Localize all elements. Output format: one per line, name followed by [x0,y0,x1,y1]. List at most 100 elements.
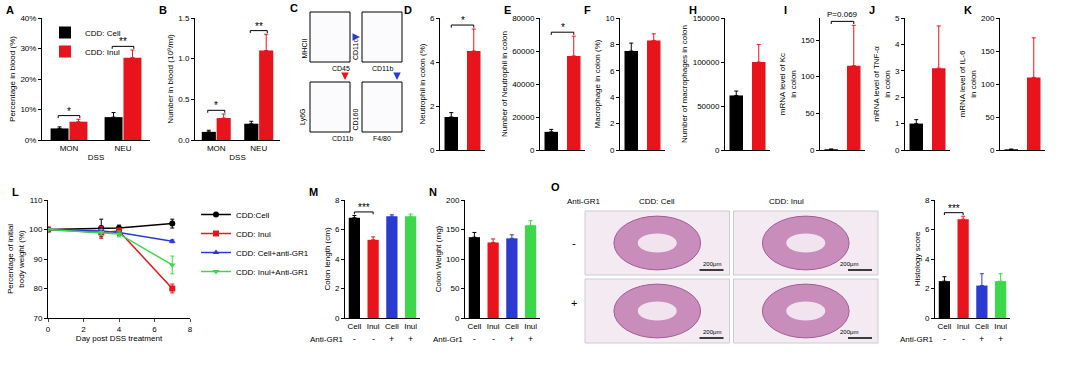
svg-text:Inul: Inul [524,322,537,331]
svg-text:4: 4 [925,255,930,264]
svg-text:C: C [290,2,298,14]
svg-text:I: I [784,4,787,16]
svg-text:Colon Weight (mg): Colon Weight (mg) [434,225,443,292]
svg-text:6: 6 [152,325,157,334]
svg-text:+: + [509,334,514,344]
svg-text:200: 200 [446,196,460,205]
svg-text:150: 150 [446,225,460,234]
svg-text:90: 90 [33,255,42,264]
svg-text:Macrophage in colon (%): Macrophage in colon (%) [593,39,602,128]
svg-text:+: + [979,334,984,344]
svg-text:+: + [571,297,577,309]
svg-text:Inul: Inul [367,322,380,331]
svg-text:0: 0 [715,146,720,155]
svg-text:6: 6 [335,225,340,234]
svg-text:Cell: Cell [975,322,989,331]
svg-text:40%: 40% [20,14,36,23]
svg-text:50: 50 [805,109,814,118]
svg-text:CD11c: CD11c [352,39,359,60]
svg-text:Cell: Cell [937,322,951,331]
svg-text:4: 4 [610,93,615,102]
svg-text:200μm: 200μm [840,329,858,335]
svg-text:E: E [504,4,511,16]
svg-text:200: 200 [981,14,995,23]
svg-text:mRNA level of IL-6in colon: mRNA level of IL-6in colon [958,50,977,117]
svg-text:F4/80: F4/80 [373,135,391,142]
svg-text:NEU: NEU [115,144,132,153]
svg-text:4: 4 [430,58,435,67]
svg-text:CD160: CD160 [352,109,359,131]
svg-text:200μm: 200μm [840,261,858,267]
svg-text:B: B [159,4,167,16]
svg-text:Number of Neutrophil in colon: Number of Neutrophil in colon [500,31,509,137]
svg-text:0: 0 [335,314,340,323]
svg-text:Ly6G: Ly6G [299,109,307,125]
svg-text:4: 4 [335,255,340,264]
svg-text:Cell: Cell [505,322,519,331]
svg-text:-: - [372,334,375,344]
svg-text:100000: 100000 [693,58,720,67]
svg-text:mRNA level of Kcin colon: mRNA level of Kcin colon [778,53,797,115]
svg-text:CDD: Cell: CDD: Cell [639,197,675,206]
svg-text:2: 2 [610,119,615,128]
svg-text:0.0: 0.0 [178,136,190,145]
svg-text:0: 0 [430,146,435,155]
svg-text:A: A [6,4,14,16]
svg-text:-: - [353,334,356,344]
svg-text:Percentage in blood (%): Percentage in blood (%) [8,36,17,122]
svg-text:2: 2 [895,93,900,102]
svg-text:F: F [584,4,591,16]
svg-text:Anti-GR1: Anti-GR1 [900,335,933,344]
svg-text:*: * [561,22,565,33]
svg-text:+: + [528,334,533,344]
svg-text:CD11b: CD11b [332,135,353,142]
svg-text:0: 0 [610,146,615,155]
svg-text:4: 4 [117,325,122,334]
svg-text:0%: 0% [25,136,37,145]
svg-text:0: 0 [810,146,815,155]
svg-text:1: 1 [895,119,900,128]
svg-text:8: 8 [188,325,193,334]
svg-text:20000: 20000 [512,113,535,122]
svg-text:Day post DSS treatment: Day post DSS treatment [76,334,163,343]
svg-text:50: 50 [450,284,459,293]
svg-text:NEU: NEU [250,144,267,153]
svg-text:MON: MON [60,144,79,153]
svg-text:200μm: 200μm [703,329,721,335]
svg-text:Inul: Inul [994,322,1007,331]
svg-text:1.0: 1.0 [178,54,190,63]
svg-text:+: + [998,334,1003,344]
svg-text:4: 4 [895,40,900,49]
svg-text:20%: 20% [20,75,36,84]
svg-text:Number in blood (10⁹/ml): Number in blood (10⁹/ml) [166,34,175,124]
svg-text:6: 6 [610,67,615,76]
svg-text:mRNA level of TNF-αin colon: mRNA level of TNF-αin colon [872,46,891,122]
svg-text:2: 2 [335,284,340,293]
svg-text:10%: 10% [20,105,36,114]
svg-text:MHCII: MHCII [301,39,308,59]
svg-text:CDD: Inul+Anti-GR1: CDD: Inul+Anti-GR1 [236,268,309,277]
svg-text:2: 2 [81,325,86,334]
svg-text:100: 100 [29,225,43,234]
svg-text:0.5: 0.5 [178,95,190,104]
svg-text:MON: MON [207,144,226,153]
svg-text:L: L [12,186,19,198]
svg-text:0: 0 [895,146,900,155]
svg-text:Cell: Cell [385,322,399,331]
svg-text:CDD: Cell: CDD: Cell [85,29,121,38]
svg-text:P=0.069: P=0.069 [827,10,858,19]
svg-text:**: ** [119,36,127,47]
svg-text:3: 3 [895,67,900,76]
svg-text:8: 8 [925,196,930,205]
svg-text:1.5: 1.5 [178,14,190,23]
svg-text:Anti-Gr1: Anti-Gr1 [433,335,463,344]
svg-text:100: 100 [981,80,995,89]
svg-text:Inul: Inul [957,322,970,331]
svg-text:0: 0 [46,325,51,334]
svg-text:40000: 40000 [512,80,535,89]
svg-text:2: 2 [925,284,930,293]
svg-text:80000: 80000 [512,14,535,23]
svg-text:200μm: 200μm [703,261,721,267]
svg-text:CD45: CD45 [332,65,350,72]
svg-text:0: 0 [530,146,535,155]
